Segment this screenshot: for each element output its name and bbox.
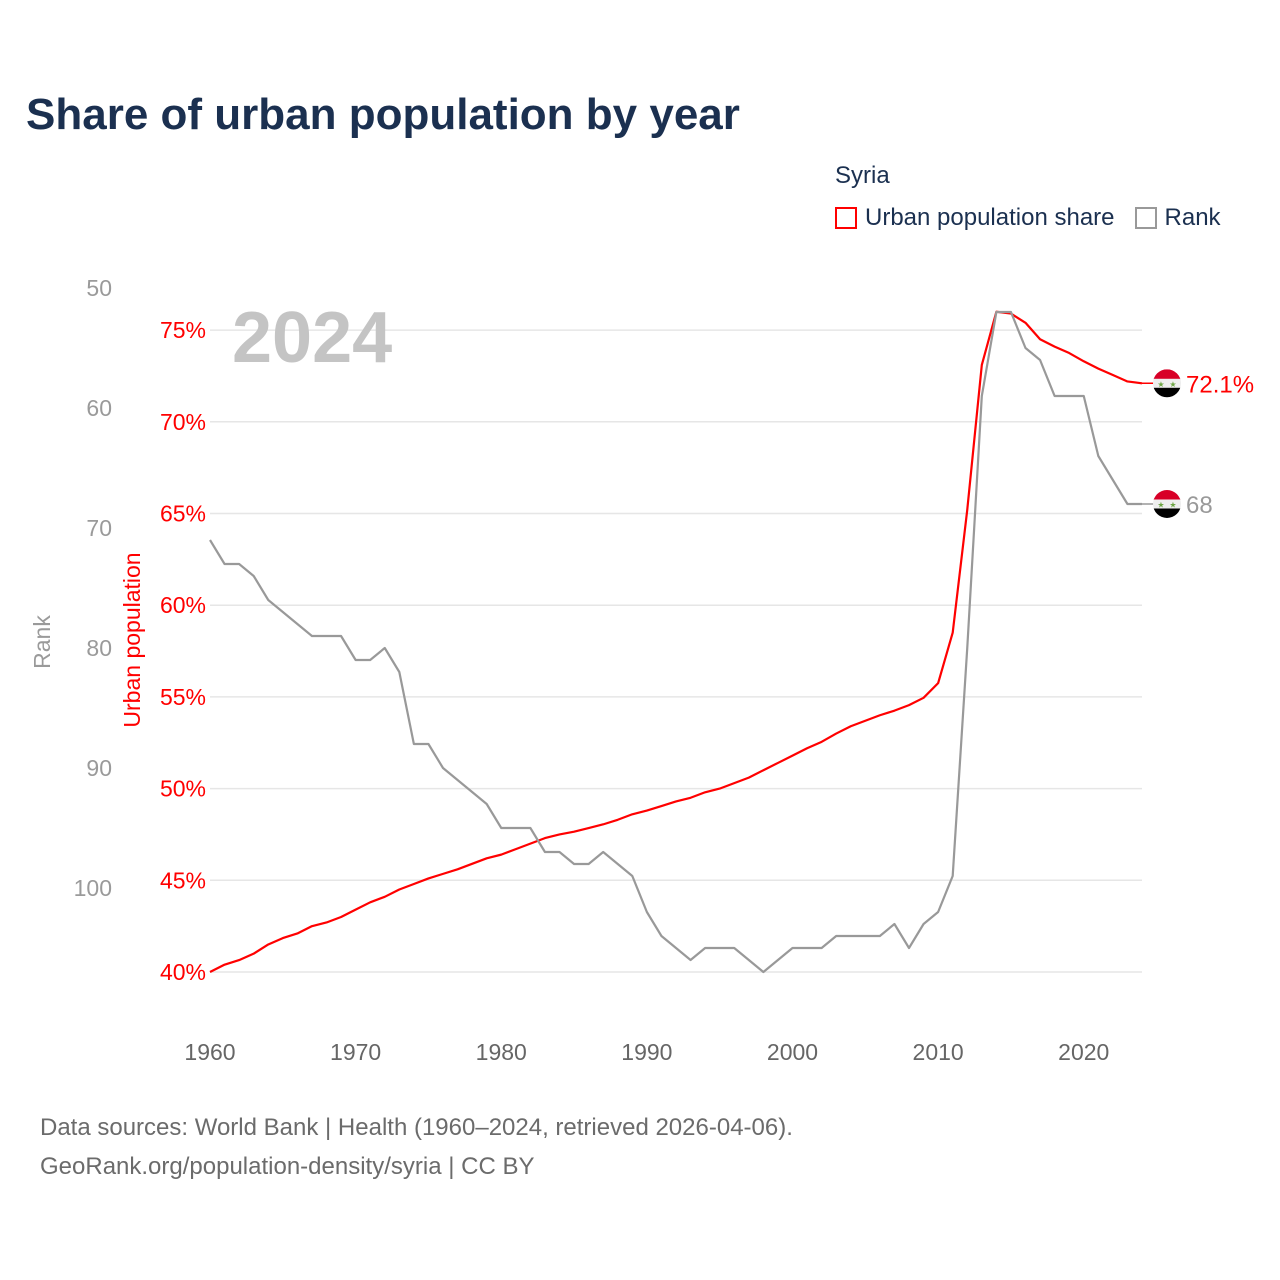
rank-tick-label: 60 (86, 395, 112, 421)
footer: Data sources: World Bank | Health (1960–… (40, 1108, 793, 1186)
x-tick-label: 1980 (476, 1039, 527, 1065)
x-tick-label: 2000 (767, 1039, 818, 1065)
rank-end-label: 68 (1186, 492, 1213, 519)
source-line: Data sources: World Bank | Health (1960–… (40, 1114, 793, 1141)
svg-text:★: ★ (1169, 501, 1176, 510)
left-tick-label: 60% (160, 592, 206, 618)
left-tick-label: 45% (160, 867, 206, 893)
svg-text:★: ★ (1157, 380, 1164, 389)
legend-label-urban: Urban population share (865, 204, 1115, 231)
chart-title: Share of urban population by year (26, 90, 740, 139)
rank-line (209, 310, 1142, 974)
legend: Syria Urban population share Rank (835, 162, 1241, 232)
rank-tick-label: 80 (86, 635, 112, 661)
legend-title: Syria (835, 162, 890, 189)
urban-end-label: 72.1% (1186, 371, 1254, 398)
syria-flag-icon: ★ ★ (1153, 490, 1181, 518)
x-tick-label: 1960 (184, 1039, 235, 1065)
left-tick-label: 75% (160, 317, 206, 343)
legend-swatch-urban (835, 207, 857, 229)
legend-label-rank: Rank (1164, 204, 1221, 231)
syria-flag-icon: ★ ★ (1153, 369, 1181, 398)
x-tick-label: 1990 (621, 1039, 672, 1065)
left-axis-label: Urban population (119, 552, 145, 727)
urban-share-line (209, 310, 1143, 973)
left-tick-label: 50% (160, 776, 206, 802)
legend-swatch-rank (1134, 207, 1157, 229)
x-tick-label: 2020 (1058, 1039, 1109, 1065)
svg-text:★: ★ (1157, 501, 1164, 510)
left-tick-label: 55% (160, 684, 206, 710)
legend-item-rank[interactable]: Rank (1134, 204, 1221, 232)
svg-text:★: ★ (1169, 380, 1176, 389)
legend-item-urban[interactable]: Urban population share (835, 204, 1115, 232)
x-tick-label: 1970 (330, 1039, 381, 1065)
left-tick-label: 70% (160, 409, 206, 435)
rank-axis-label: Rank (29, 615, 55, 669)
rank-tick-label: 50 (86, 275, 112, 301)
x-tick-label: 2010 (913, 1039, 964, 1065)
left-tick-label: 65% (160, 501, 206, 527)
left-tick-label: 40% (160, 959, 206, 985)
year-watermark: 2024 (232, 298, 392, 378)
rank-tick-label: 90 (86, 755, 112, 781)
rank-tick-label: 100 (74, 875, 112, 901)
rank-tick-label: 70 (86, 515, 112, 541)
attribution-line: GeoRank.org/population-density/syria | C… (40, 1153, 535, 1180)
